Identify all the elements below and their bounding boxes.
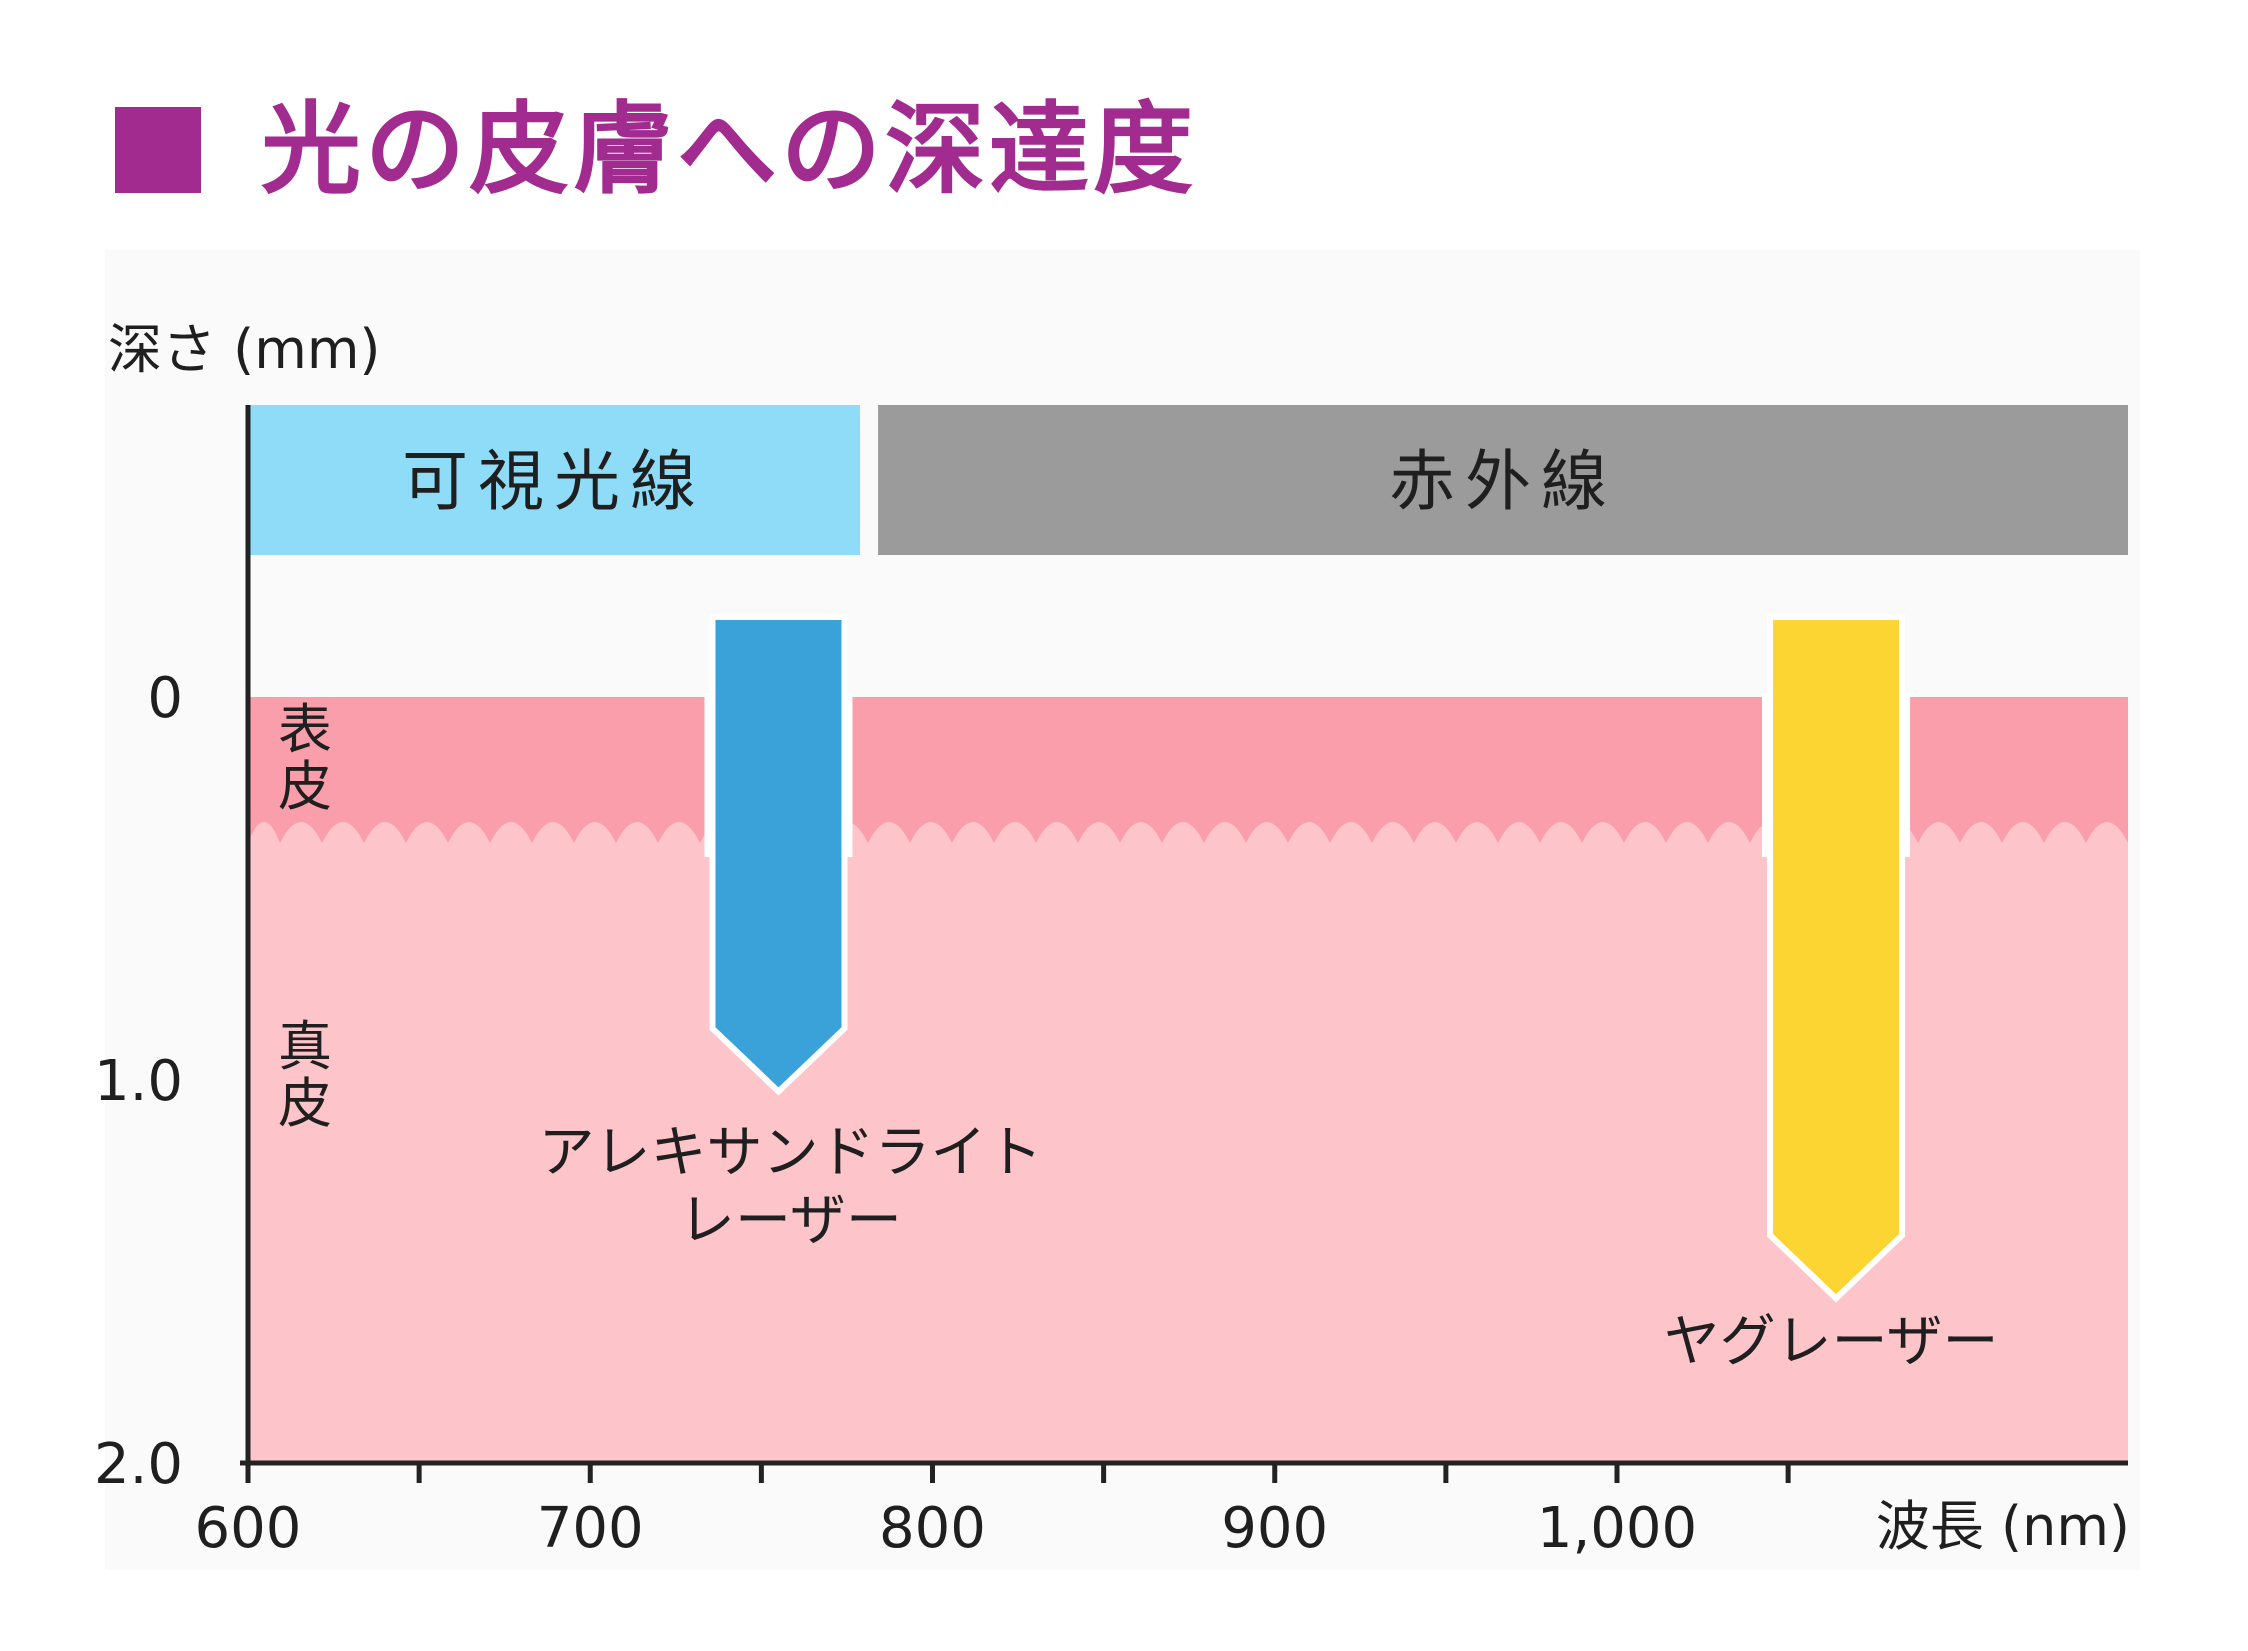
y-axis-label: 深さ (mm) bbox=[108, 318, 381, 381]
laser-label: レーザー bbox=[679, 1188, 902, 1253]
laser-arrow-yag bbox=[1767, 614, 1906, 1303]
y-tick-label: 1.0 bbox=[94, 1049, 183, 1114]
laser-label: ヤグレーザー bbox=[1664, 1309, 1999, 1374]
laser-label: アレキサンドライト bbox=[538, 1120, 1042, 1185]
y-tick-label: 2.0 bbox=[94, 1432, 183, 1497]
page-title: 光の皮膚への深達度 bbox=[261, 91, 1197, 208]
band-label: 可視光線 bbox=[402, 443, 706, 520]
laser-arrow-alexandrite bbox=[709, 614, 848, 1096]
band-infrared bbox=[878, 405, 2128, 555]
layer-label-char: 真 bbox=[278, 1015, 332, 1078]
x-tick-label: 1,000 bbox=[1537, 1496, 1697, 1561]
x-tick-label: 600 bbox=[195, 1496, 302, 1561]
x-tick-label: 700 bbox=[537, 1496, 644, 1561]
band-label: 赤外線 bbox=[1389, 443, 1617, 520]
title-square-icon bbox=[115, 107, 201, 193]
layer-label-char: 皮 bbox=[278, 755, 332, 818]
x-tick-label: 900 bbox=[1221, 1496, 1328, 1561]
band-visible bbox=[248, 405, 861, 555]
layer-label-char: 表 bbox=[278, 698, 332, 761]
x-axis-label: 波長 (nm) bbox=[1876, 1495, 2130, 1558]
title-row: 光の皮膚への深達度 bbox=[115, 90, 1197, 210]
y-tick-label: 0 bbox=[147, 666, 183, 731]
layer-label-char: 皮 bbox=[278, 1072, 332, 1135]
x-tick-label: 800 bbox=[879, 1496, 986, 1561]
